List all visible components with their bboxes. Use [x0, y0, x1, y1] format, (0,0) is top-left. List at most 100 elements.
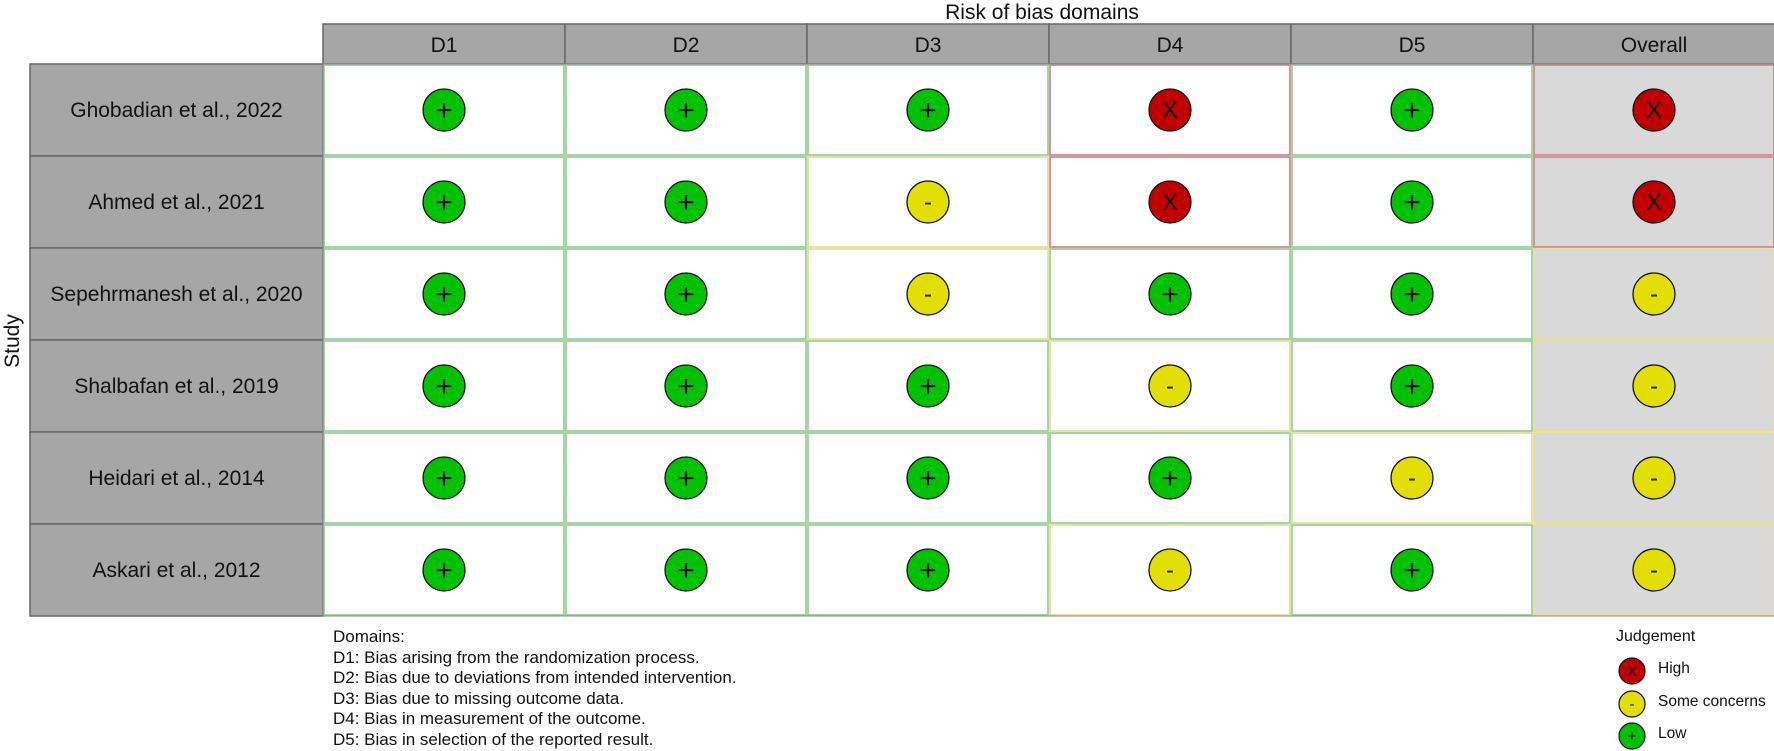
- svg-text:X: X: [1646, 189, 1662, 216]
- judgement-cell: [1291, 64, 1533, 156]
- judgement-low-icon: +: [1390, 180, 1434, 224]
- judgement-high-icon: X: [1148, 88, 1192, 132]
- domains-title: Domains:: [333, 627, 405, 646]
- svg-text:-: -: [1650, 465, 1658, 492]
- judgement-high-icon: X: [1632, 180, 1676, 224]
- judgement-low-icon: +: [1148, 272, 1192, 316]
- study-label: Shalbafan et al., 2019: [74, 375, 278, 398]
- judgement-some-concerns-icon: -: [1148, 548, 1192, 592]
- judgement-some-concerns-icon: -: [1632, 456, 1676, 500]
- svg-text:X: X: [1646, 97, 1662, 124]
- svg-text:+: +: [1403, 278, 1421, 311]
- study-label: Sepehrmanesh et al., 2020: [50, 283, 302, 306]
- judgement-low-icon: +: [422, 364, 466, 408]
- chart-title: Risk of bias domains: [945, 1, 1139, 24]
- svg-text:+: +: [1161, 278, 1179, 311]
- column-header-d1: [322, 23, 566, 65]
- judgement-some-concerns-icon: -: [1390, 456, 1434, 500]
- judgement-low-icon: +: [422, 548, 466, 592]
- svg-text:-: -: [1166, 373, 1174, 400]
- svg-text:X: X: [1162, 97, 1178, 124]
- svg-text:+: +: [919, 462, 937, 495]
- svg-text:-: -: [924, 189, 932, 216]
- legend-label-some-concerns: Some concerns: [1658, 693, 1766, 710]
- svg-text:-: -: [1630, 696, 1635, 713]
- column-header-label: D4: [1157, 34, 1184, 57]
- judgement-low-icon: +: [1148, 456, 1192, 500]
- column-header-overall: [1532, 23, 1774, 65]
- y-axis-label: Study: [1, 314, 24, 368]
- judgement-low-icon: +: [906, 548, 950, 592]
- domains-legend: Domains: D1: Bias arising from the rando…: [333, 627, 737, 750]
- svg-text:-: -: [1650, 281, 1658, 308]
- svg-text:X: X: [1162, 189, 1178, 216]
- svg-text:+: +: [919, 554, 937, 587]
- column-header-d2: [564, 23, 808, 65]
- svg-text:+: +: [435, 370, 453, 403]
- judgement-some-concerns-icon: -: [1632, 548, 1676, 592]
- svg-text:+: +: [677, 278, 695, 311]
- judgement-low-icon: +: [664, 456, 708, 500]
- svg-text:+: +: [435, 462, 453, 495]
- judgement-low-icon: +: [1390, 364, 1434, 408]
- svg-text:+: +: [677, 554, 695, 587]
- judgement-low-icon: +: [1390, 88, 1434, 132]
- svg-text:+: +: [677, 186, 695, 219]
- column-header-label: D2: [673, 34, 700, 57]
- judgement-low-icon: +: [664, 272, 708, 316]
- judgement-high-icon: X: [1148, 180, 1192, 224]
- column-header-label: D3: [915, 34, 942, 57]
- judgement-low-icon: +: [664, 88, 708, 132]
- svg-text:+: +: [435, 554, 453, 587]
- svg-text:-: -: [1166, 557, 1174, 584]
- judgement-low-icon: +: [906, 456, 950, 500]
- legend-item-low: + Low: [1600, 722, 1774, 750]
- svg-text:+: +: [1403, 186, 1421, 219]
- svg-text:+: +: [677, 370, 695, 403]
- svg-text:-: -: [924, 281, 932, 308]
- study-cell: [29, 431, 324, 525]
- study-cell: [29, 247, 324, 341]
- svg-text:-: -: [1650, 557, 1658, 584]
- judgement-some-concerns-icon: -: [1632, 272, 1676, 316]
- judgement-some-concerns-icon: -: [1148, 364, 1192, 408]
- svg-text:+: +: [1403, 554, 1421, 587]
- judgement-low-icon: +: [422, 456, 466, 500]
- judgement-low-icon: +: [422, 272, 466, 316]
- judgement-some-concerns-icon: -: [906, 180, 950, 224]
- judgement-low-icon: +: [664, 548, 708, 592]
- judgement-low-icon: +: [664, 180, 708, 224]
- judgement-legend-title: Judgement: [1616, 628, 1696, 645]
- svg-text:-: -: [1408, 465, 1416, 492]
- domain-description-d2: D2: Bias due to deviations from intended…: [333, 668, 737, 687]
- study-cell: [29, 63, 324, 157]
- svg-text:+: +: [435, 186, 453, 219]
- svg-text:+: +: [435, 94, 453, 127]
- column-header-label: D5: [1399, 34, 1426, 57]
- svg-text:+: +: [1403, 370, 1421, 403]
- domain-description-d4: D4: Bias in measurement of the outcome.: [333, 709, 646, 728]
- judgement-some-concerns-icon: -: [906, 272, 950, 316]
- svg-text:+: +: [919, 370, 937, 403]
- judgement-low-icon: +: [906, 88, 950, 132]
- domain-description-d5: D5: Bias in selection of the reported re…: [333, 729, 654, 749]
- judgement-cell: [1533, 524, 1774, 616]
- svg-text:+: +: [677, 94, 695, 127]
- column-header-d3: [806, 23, 1050, 65]
- some-concerns-icon: -: [1618, 690, 1646, 718]
- judgement-cell: [565, 156, 807, 248]
- svg-text:+: +: [1161, 462, 1179, 495]
- study-cell: [29, 155, 324, 249]
- study-label: Ghobadian et al., 2022: [70, 99, 283, 122]
- svg-text:+: +: [677, 462, 695, 495]
- column-header-label: D1: [431, 34, 458, 57]
- domain-description-d3: D3: Bias due to missing outcome data.: [333, 688, 625, 708]
- domain-description-d1: D1: Bias arising from the randomization …: [333, 647, 700, 667]
- judgement-low-icon: +: [422, 88, 466, 132]
- svg-text:+: +: [1628, 728, 1637, 745]
- judgement-low-icon: +: [906, 364, 950, 408]
- judgement-some-concerns-icon: -: [1632, 364, 1676, 408]
- study-label: Askari et al., 2012: [92, 559, 260, 582]
- matrix-frame: [322, 63, 1774, 617]
